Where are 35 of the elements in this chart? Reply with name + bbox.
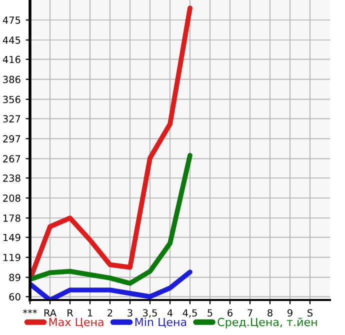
line-series	[30, 152, 192, 286]
x-tick-label: R	[68, 309, 74, 316]
x-tick-label: 3	[128, 309, 132, 317]
y-tick-label: 208	[3, 194, 20, 202]
y-tick-label: 445	[2, 36, 20, 44]
x-tick-label: 4,5	[182, 309, 197, 318]
y-tick-label: 238	[3, 174, 20, 182]
y-tick-label: 89	[9, 274, 20, 282]
y-tick-label: 60	[9, 293, 20, 300]
y-tick-label: 475	[2, 16, 20, 24]
x-tick-label: 5	[208, 309, 212, 317]
y-tick-label: 297	[3, 135, 20, 142]
y-tick-label: 178	[3, 214, 20, 222]
x-tick-label: 4	[167, 309, 173, 316]
legend-label: Max Цена	[49, 318, 104, 328]
x-tick-label: 2	[108, 309, 112, 316]
x-tick-label: 9	[288, 309, 292, 317]
y-tick-label: 267	[3, 155, 20, 162]
y-tick-label: 149	[3, 234, 20, 242]
y-tick-label: 356	[3, 96, 20, 104]
x-tick-label: ***	[23, 309, 37, 314]
x-tick-label: 8	[268, 309, 272, 317]
y-tick-label: 416	[2, 56, 20, 64]
y-tick-label: 327	[3, 115, 20, 122]
legend-label: Сред.Цена, т.йен	[218, 318, 317, 328]
x-tick-label: 1	[88, 309, 92, 316]
x-tick-label: RA	[44, 309, 56, 316]
line-series	[30, 270, 192, 300]
y-tick-label: 386	[3, 76, 20, 84]
x-tick-label: 7	[248, 309, 252, 316]
y-tick-label: 119	[3, 254, 20, 262]
legend-label: Min Цена	[135, 318, 186, 328]
x-tick-label: 3,5	[143, 309, 157, 318]
x-tick-label: S	[308, 309, 313, 317]
x-tick-label: 6	[228, 309, 232, 317]
